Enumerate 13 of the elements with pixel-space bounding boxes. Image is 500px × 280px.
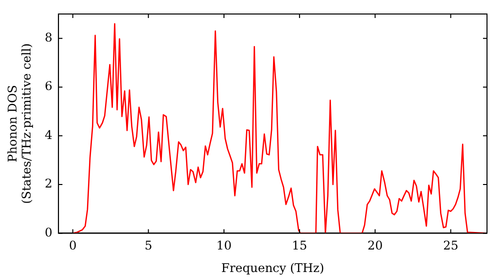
x-tick-label: 5	[144, 238, 152, 253]
y-tick-label: 6	[44, 79, 52, 94]
y-tick-label: 0	[44, 225, 52, 240]
y-tick-label: 4	[44, 128, 53, 142]
x-tick-label: 0	[68, 238, 77, 253]
y-tick-label: 2	[44, 176, 52, 191]
x-axis-title: Frequency (THz)	[221, 260, 324, 275]
x-tick-label: 15	[292, 238, 308, 253]
x-tick-label: 25	[443, 238, 458, 253]
y-tick-label: 8	[44, 30, 52, 44]
y-axis-title: Phonon DOS (States/THz·primitive cell)	[5, 43, 34, 204]
x-tick-label: 10	[216, 238, 232, 253]
x-tick-label: 20	[367, 238, 383, 253]
